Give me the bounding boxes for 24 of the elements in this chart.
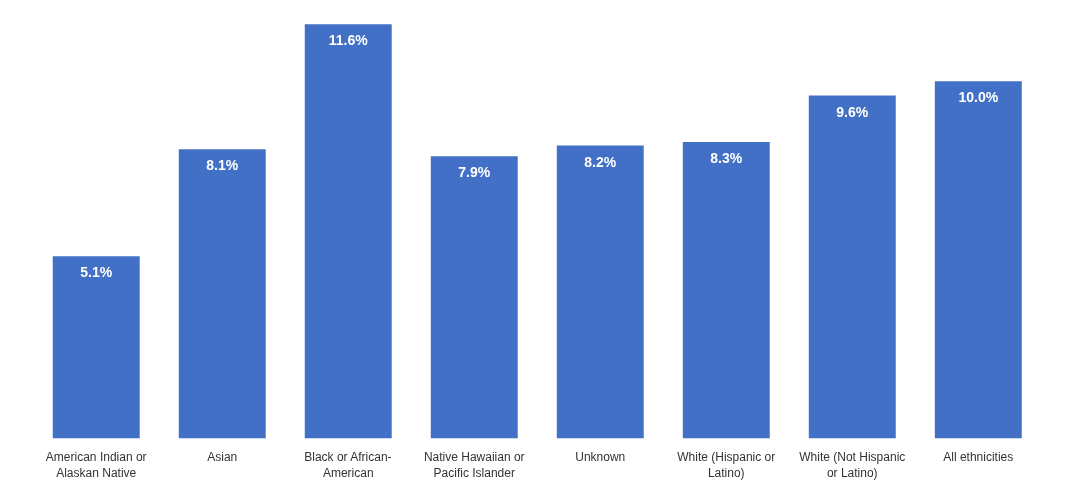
x-tick-label: White (Hispanic or Latino) [677,449,776,481]
bar [52,256,140,439]
x-tick-label: Black or African-American [304,449,392,481]
bar [178,149,266,439]
x-tick-label: American Indian or Alaskan Native [45,449,147,481]
bar [430,156,518,439]
bar [682,142,770,439]
data-label: 11.6% [328,32,369,49]
bar [304,24,392,439]
x-tick-label: Native Hawaiian or Pacific Islander [423,449,525,481]
x-tick-label: White (Not Hispanic or Latino) [799,449,906,481]
data-label: 10.0% [958,89,999,106]
x-tick-label: Asian [207,449,238,464]
x-tick-label: Unknown [575,449,626,464]
data-label: 7.9% [458,164,491,181]
data-label: 8.3% [710,150,743,167]
data-label: 5.1% [80,264,113,281]
data-label: 8.1% [206,157,239,174]
x-tick-label: All ethnicities [943,449,1014,464]
data-label: 9.6% [836,103,869,120]
bar [808,95,896,439]
data-label: 8.2% [584,153,617,170]
bar [556,145,644,439]
bar [934,81,1022,439]
